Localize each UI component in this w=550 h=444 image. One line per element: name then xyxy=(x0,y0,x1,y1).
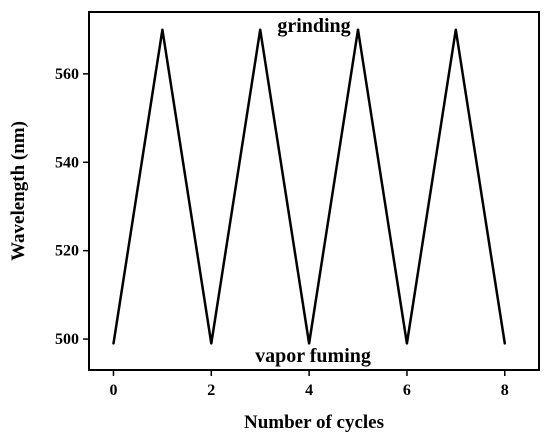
annotation-vapor-fuming: vapor fuming xyxy=(255,345,371,367)
y-tick-label: 520 xyxy=(55,243,79,260)
data-point xyxy=(258,28,262,31)
y-axis-ticks: 500 520 540 560 xyxy=(55,66,89,348)
plot-frame xyxy=(88,11,540,371)
x-tick-label: 2 xyxy=(207,382,215,399)
x-axis-label: Number of cycles xyxy=(244,412,384,433)
data-point xyxy=(503,342,506,345)
data-points xyxy=(112,28,506,345)
data-point xyxy=(356,28,360,31)
x-tick-label: 4 xyxy=(305,382,313,399)
x-tick-label: 0 xyxy=(109,382,117,399)
data-point xyxy=(210,342,213,345)
annotation-grinding: grinding xyxy=(277,15,350,37)
data-point xyxy=(454,28,458,31)
x-tick-label: 6 xyxy=(403,382,411,399)
y-axis-label: Wavelength (nm) xyxy=(8,121,29,261)
y-tick-label: 500 xyxy=(55,331,79,348)
y-tick-label: 540 xyxy=(55,154,79,171)
data-point xyxy=(405,342,409,345)
data-point xyxy=(112,342,115,345)
data-point xyxy=(161,28,164,31)
series-line xyxy=(112,29,507,344)
y-tick-label: 560 xyxy=(55,66,79,83)
data-point xyxy=(307,342,311,345)
x-axis-ticks: 0 2 4 6 8 xyxy=(109,370,509,399)
x-tick-label: 8 xyxy=(501,382,509,399)
